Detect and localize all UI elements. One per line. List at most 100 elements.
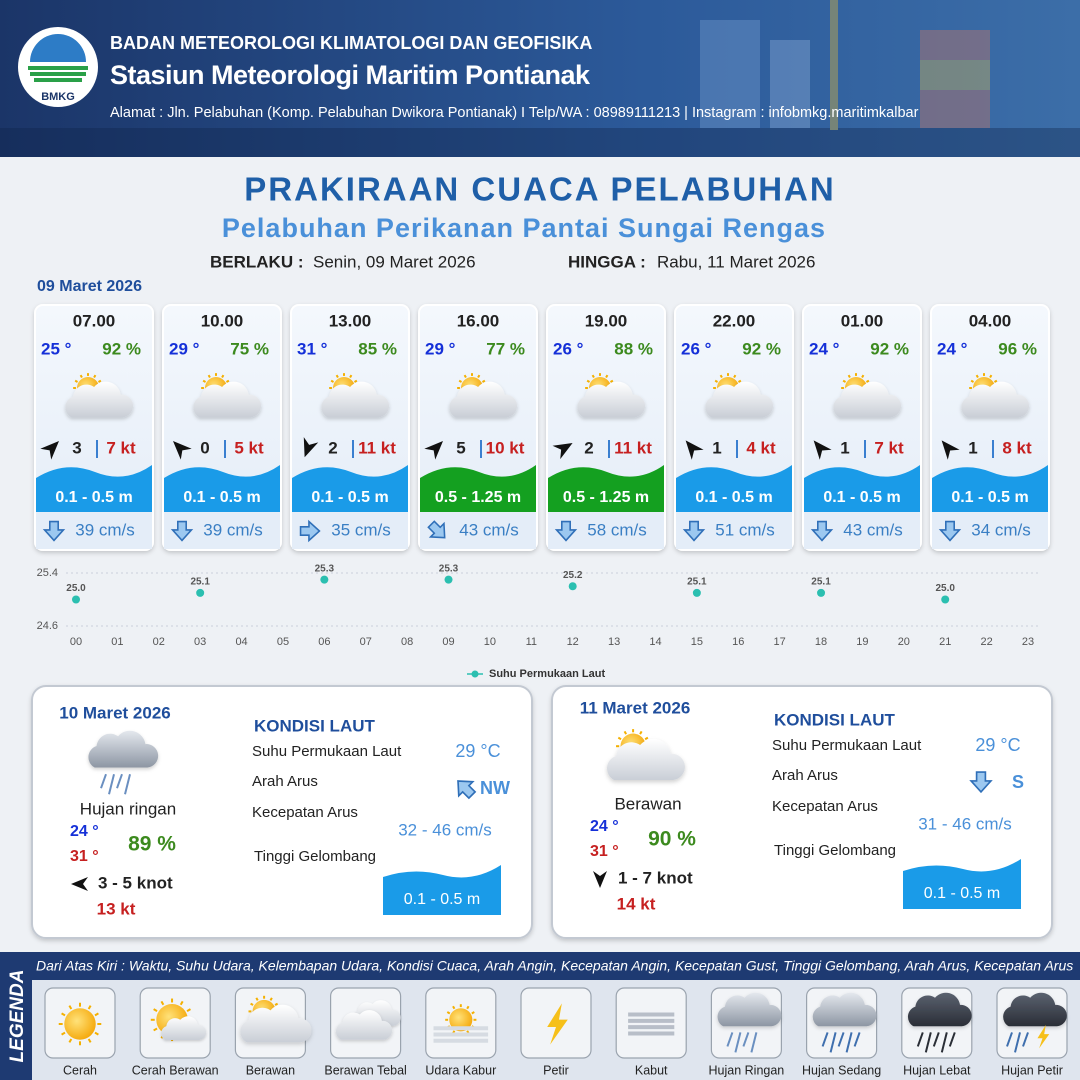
weather-icon-berawan bbox=[321, 373, 390, 418]
sun-ray bbox=[471, 1011, 475, 1015]
x-tick-label: 08 bbox=[401, 636, 413, 648]
day-weather: Berawan bbox=[614, 794, 681, 813]
sun-ray bbox=[274, 1002, 279, 1006]
wind-arrow bbox=[685, 440, 704, 460]
sun-ray bbox=[605, 374, 609, 379]
legend-item: Kabut bbox=[635, 1063, 668, 1077]
cloud-shape bbox=[606, 738, 685, 781]
data-label: 25.3 bbox=[439, 563, 459, 574]
x-tick-label: 03 bbox=[194, 636, 206, 648]
x-tick-label: 10 bbox=[484, 636, 496, 648]
wind-speed: 0 bbox=[200, 438, 209, 457]
cloud bbox=[1003, 992, 1067, 1027]
sun-ray bbox=[737, 379, 742, 383]
sun-ray bbox=[446, 1011, 451, 1015]
temp-min: 24 ° bbox=[70, 823, 99, 840]
weather-icon-hujan-petir bbox=[1003, 992, 1067, 1053]
sun-ray bbox=[160, 1000, 165, 1006]
cloud-shape bbox=[833, 381, 902, 418]
legend-title: LEGENDA bbox=[7, 970, 28, 1063]
weather-icon-berawan bbox=[961, 373, 1030, 418]
weather-icon-hujan-ringan bbox=[717, 992, 782, 1053]
sea-label: Tinggi Gelombang bbox=[254, 848, 376, 865]
weather-icon-berawan bbox=[833, 373, 902, 418]
sun bbox=[64, 1008, 96, 1040]
sun-ray bbox=[74, 379, 79, 383]
wind-arrow bbox=[593, 871, 607, 888]
wave-band bbox=[36, 465, 152, 512]
forecast-time: 16.00 bbox=[457, 311, 500, 330]
current-direction: NW bbox=[480, 778, 510, 798]
sun-ray bbox=[458, 379, 463, 383]
sea-label: Suhu Permukaan Laut bbox=[772, 737, 922, 754]
sun-ray bbox=[353, 379, 358, 383]
sun-ray bbox=[94, 1012, 99, 1017]
rain bbox=[726, 1032, 734, 1047]
x-tick-label: 23 bbox=[1022, 636, 1034, 648]
weather-icon-berawan bbox=[449, 373, 518, 418]
current-speed: 51 cm/s bbox=[715, 520, 775, 539]
weather-icon-cerah bbox=[58, 1002, 102, 1046]
rain bbox=[948, 1032, 956, 1047]
current-speed: 43 cm/s bbox=[843, 520, 903, 539]
wind-speed: 2 bbox=[328, 438, 337, 457]
wave-band bbox=[420, 465, 536, 512]
rain bbox=[932, 1032, 940, 1047]
current-speed: 35 cm/s bbox=[331, 520, 391, 539]
forecast-time: 22.00 bbox=[713, 311, 756, 330]
air-temperature: 29 ° bbox=[169, 339, 200, 358]
data-label: 25.0 bbox=[935, 583, 955, 594]
data-point bbox=[568, 582, 577, 591]
rain bbox=[940, 1032, 948, 1053]
sun-ray bbox=[87, 1005, 92, 1010]
wind-speed: 1 bbox=[712, 438, 721, 457]
current-arrow bbox=[554, 520, 578, 542]
humidity: 77 % bbox=[486, 339, 525, 358]
air-temperature: 31 ° bbox=[297, 339, 328, 358]
legend-item: Cerah bbox=[63, 1063, 97, 1077]
page-title: PRAKIRAAN CUACA PELABUHAN bbox=[244, 171, 835, 208]
sea-title: KONDISI LAUT bbox=[774, 710, 896, 729]
weather-icon-berawan bbox=[705, 373, 774, 418]
wind-speed: 1 bbox=[840, 438, 849, 457]
weather-icon-cerah-berawan bbox=[150, 998, 207, 1042]
header-band bbox=[0, 0, 1080, 157]
data-label: 25.3 bbox=[315, 563, 335, 574]
wind-arrow bbox=[552, 443, 573, 460]
sun-ray bbox=[153, 1027, 158, 1032]
legend-item: Udara Kabur bbox=[425, 1063, 496, 1077]
cloud bbox=[193, 381, 262, 418]
humidity: 96 % bbox=[998, 339, 1037, 358]
gust-speed: 7 kt bbox=[874, 438, 904, 457]
sun-ray bbox=[330, 379, 335, 383]
current-speed: 39 cm/s bbox=[203, 520, 263, 539]
sun-ray bbox=[623, 730, 628, 735]
current-arrow bbox=[938, 520, 962, 542]
humidity: 92 % bbox=[870, 339, 909, 358]
day-weather: Hujan ringan bbox=[80, 799, 176, 818]
cloud-shape bbox=[240, 1004, 312, 1043]
cloud-shape bbox=[907, 992, 972, 1027]
sea-label: Kecepatan Arus bbox=[772, 798, 878, 815]
forecast-time: 07.00 bbox=[73, 311, 116, 330]
sun-ray bbox=[714, 379, 719, 383]
temp-max: 31 ° bbox=[70, 848, 99, 865]
x-tick-label: 20 bbox=[898, 636, 910, 648]
cloud-shape bbox=[717, 992, 782, 1027]
x-tick-label: 19 bbox=[856, 636, 868, 648]
rain bbox=[108, 773, 115, 795]
station-name: Stasiun Meteorologi Maritim Pontianak bbox=[110, 60, 591, 90]
sun-ray bbox=[842, 379, 847, 383]
cloud bbox=[577, 381, 646, 418]
x-tick-label: 01 bbox=[111, 636, 123, 648]
x-tick-label: 00 bbox=[70, 636, 82, 648]
current-speed: 34 cm/s bbox=[971, 520, 1031, 539]
sun-ray bbox=[349, 374, 353, 379]
legend-description: Dari Atas Kiri : Waktu, Suhu Udara, Kele… bbox=[36, 958, 1073, 974]
cloud-shape bbox=[449, 381, 518, 418]
sun-ray bbox=[466, 1005, 470, 1010]
sun-ray bbox=[477, 374, 481, 379]
sun-ray bbox=[61, 1012, 66, 1017]
x-tick-label: 12 bbox=[567, 636, 579, 648]
rain bbox=[734, 1032, 742, 1053]
